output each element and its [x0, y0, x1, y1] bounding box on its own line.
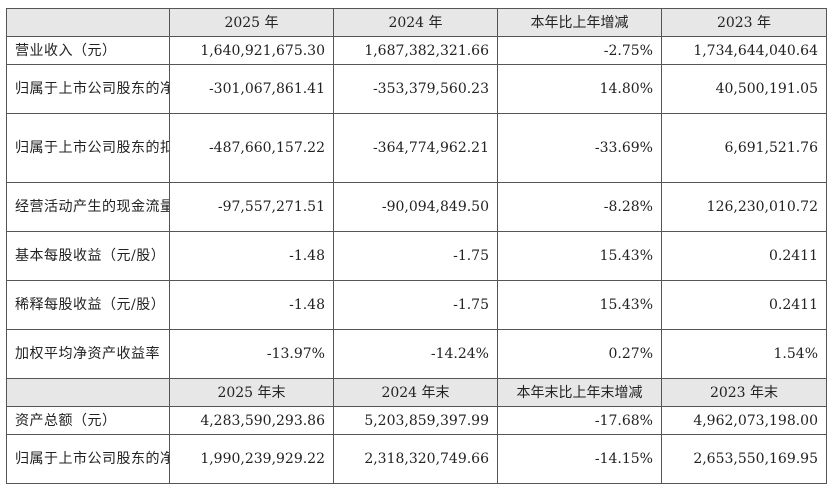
header-cell-change-end: 本年末比上年末增减 [497, 378, 662, 407]
row-label: 经营活动产生的现金流量净额（元） [6, 182, 170, 232]
value-2023: 1.54% [661, 329, 827, 379]
row-label: 资产总额（元） [6, 406, 170, 435]
row-net-profit-deducted: 归属于上市公司股东的扣除非经常性损益的净利润（元） -487,660,157.2… [6, 113, 827, 183]
value-change: -33.69% [497, 113, 662, 183]
value-2025: -97,557,271.51 [169, 182, 334, 232]
value-2024: 1,687,382,321.66 [333, 36, 498, 65]
value-2025: -1.48 [169, 231, 334, 281]
value-2025-end: 1,990,239,929.22 [169, 434, 334, 484]
value-2023-end: 4,962,073,198.00 [661, 406, 827, 435]
value-2023: 0.2411 [661, 231, 827, 281]
header-cell-blank [6, 378, 170, 407]
row-total-assets: 资产总额（元） 4,283,590,293.86 5,203,859,397.9… [6, 406, 827, 435]
value-2025: -1.48 [169, 280, 334, 330]
row-operating-revenue: 营业收入（元） 1,640,921,675.30 1,687,382,321.6… [6, 36, 827, 65]
row-weighted-roe: 加权平均净资产收益率 -13.97% -14.24% 0.27% 1.54% [6, 329, 827, 379]
header-cell-blank [6, 8, 170, 37]
value-2023: 1,734,644,040.64 [661, 36, 827, 65]
row-label: 归属于上市公司股东的净利润（元） [6, 64, 170, 114]
value-change-end: -14.15% [497, 434, 662, 484]
value-2023-end: 2,653,550,169.95 [661, 434, 827, 484]
value-2023: 0.2411 [661, 280, 827, 330]
row-label: 加权平均净资产收益率 [6, 329, 170, 379]
row-net-assets: 归属于上市公司股东的净资产（元） 1,990,239,929.22 2,318,… [6, 434, 827, 484]
row-label: 营业收入（元） [6, 36, 170, 65]
row-label: 归属于上市公司股东的扣除非经常性损益的净利润（元） [6, 113, 170, 183]
header-cell-change: 本年比上年增减 [497, 8, 662, 37]
value-2025: -487,660,157.22 [169, 113, 334, 183]
value-change: 0.27% [497, 329, 662, 379]
header-cell-2024: 2024 年 [333, 8, 498, 37]
value-2023: 126,230,010.72 [661, 182, 827, 232]
header-cell-2025: 2025 年 [169, 8, 334, 37]
header-cell-2023: 2023 年 [661, 8, 827, 37]
header-cell-2025-end: 2025 年末 [169, 378, 334, 407]
value-2025: 1,640,921,675.30 [169, 36, 334, 65]
row-label: 归属于上市公司股东的净资产（元） [6, 434, 170, 484]
row-net-profit: 归属于上市公司股东的净利润（元） -301,067,861.41 -353,37… [6, 64, 827, 114]
value-change: 15.43% [497, 280, 662, 330]
value-2024: -364,774,962.21 [333, 113, 498, 183]
value-change: -8.28% [497, 182, 662, 232]
value-change: -2.75% [497, 36, 662, 65]
row-basic-eps: 基本每股收益（元/股） -1.48 -1.75 15.43% 0.2411 [6, 231, 827, 281]
financial-summary-table: 2025 年 2024 年 本年比上年增减 2023 年 营业收入（元） 1,6… [6, 8, 827, 484]
value-2024: -1.75 [333, 280, 498, 330]
value-2023: 6,691,521.76 [661, 113, 827, 183]
value-2024-end: 5,203,859,397.99 [333, 406, 498, 435]
value-2023: 40,500,191.05 [661, 64, 827, 114]
value-2025: -301,067,861.41 [169, 64, 334, 114]
value-change: 15.43% [497, 231, 662, 281]
value-2024: -90,094,849.50 [333, 182, 498, 232]
row-operating-cash-flow: 经营活动产生的现金流量净额（元） -97,557,271.51 -90,094,… [6, 182, 827, 232]
value-2024: -353,379,560.23 [333, 64, 498, 114]
value-2024: -14.24% [333, 329, 498, 379]
row-label: 基本每股收益（元/股） [6, 231, 170, 281]
header-row-year-end: 2025 年末 2024 年末 本年末比上年末增减 2023 年末 [6, 378, 827, 407]
row-diluted-eps: 稀释每股收益（元/股） -1.48 -1.75 15.43% 0.2411 [6, 280, 827, 330]
value-2025: -13.97% [169, 329, 334, 379]
value-change-end: -17.68% [497, 406, 662, 435]
header-cell-2024-end: 2024 年末 [333, 378, 498, 407]
value-change: 14.80% [497, 64, 662, 114]
row-label: 稀释每股收益（元/股） [6, 280, 170, 330]
header-row-annual: 2025 年 2024 年 本年比上年增减 2023 年 [6, 8, 827, 37]
value-2024: -1.75 [333, 231, 498, 281]
header-cell-2023-end: 2023 年末 [661, 378, 827, 407]
value-2025-end: 4,283,590,293.86 [169, 406, 334, 435]
value-2024-end: 2,318,320,749.66 [333, 434, 498, 484]
